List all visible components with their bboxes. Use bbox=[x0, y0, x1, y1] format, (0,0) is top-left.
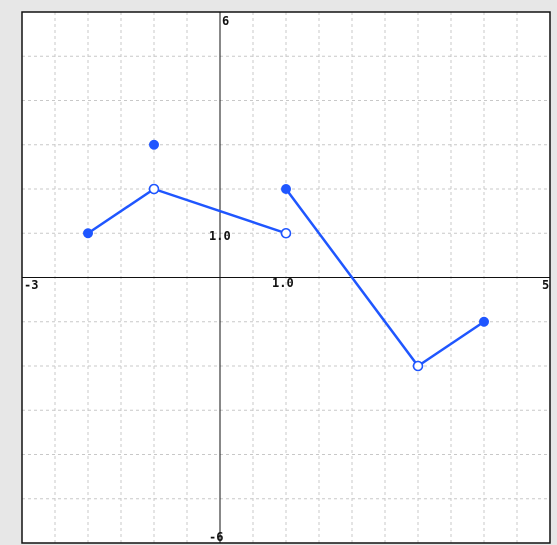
y-unit-label: 1.0 bbox=[209, 229, 231, 243]
x-unit-label: 1.0 bbox=[272, 276, 294, 290]
filled-point bbox=[479, 316, 489, 327]
plot-border bbox=[21, 11, 551, 544]
filled-point bbox=[281, 184, 291, 194]
axes bbox=[22, 12, 550, 543]
open-point bbox=[148, 183, 160, 195]
x-min-label: -3 bbox=[24, 278, 38, 292]
y-min-label: -6 bbox=[209, 530, 223, 544]
y-max-label: 6 bbox=[222, 14, 229, 28]
axis-labels: -3 5 6 -6 1.0 1.0 bbox=[24, 14, 549, 544]
open-point bbox=[280, 227, 292, 239]
filled-point bbox=[149, 139, 159, 150]
open-point bbox=[412, 360, 424, 372]
filled-point bbox=[83, 228, 93, 239]
data-points bbox=[83, 139, 489, 372]
x-max-label: 5 bbox=[542, 278, 549, 292]
